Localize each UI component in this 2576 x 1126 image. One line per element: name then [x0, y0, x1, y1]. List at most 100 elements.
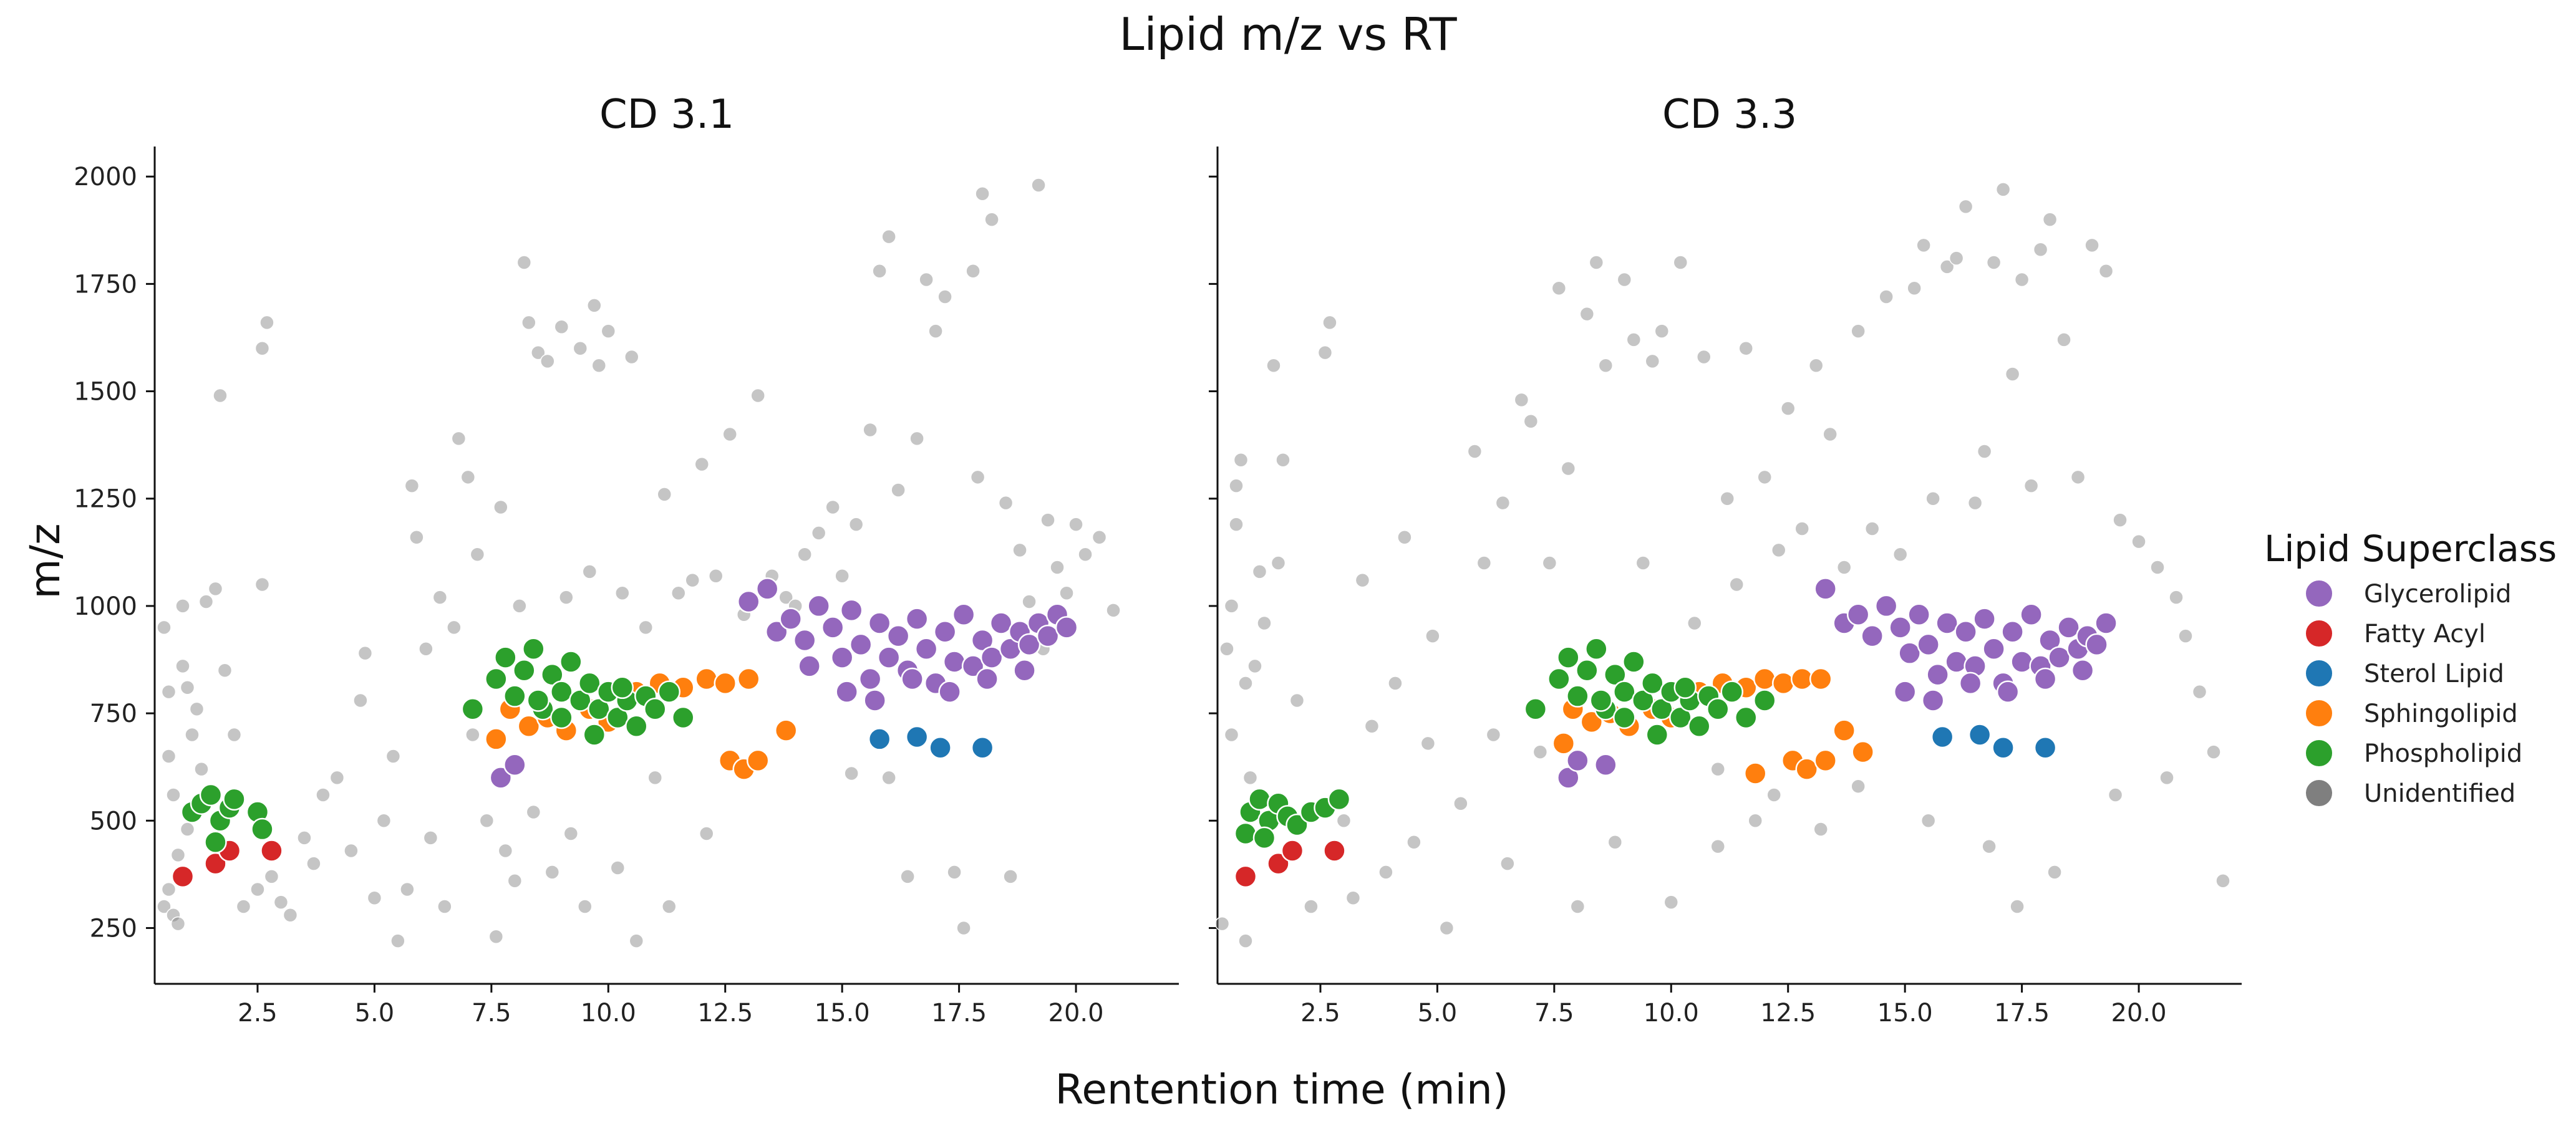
data-point	[578, 671, 601, 695]
data-point	[1566, 685, 1589, 708]
data-point	[1224, 599, 1239, 614]
data-point	[1879, 289, 1894, 304]
x-tick-label: 10.0	[581, 999, 636, 1027]
data-point	[516, 255, 532, 270]
data-point	[1673, 676, 1697, 700]
data-point	[952, 603, 976, 626]
data-point	[1055, 616, 1078, 639]
series-fatty-acyl	[1234, 839, 1346, 888]
panel-2: CD 3.3 2.5 5.0 7.5 10.0 12.5 15.0 17.5 20.0	[1209, 92, 2242, 1027]
data-point	[714, 671, 737, 695]
data-point	[2094, 612, 2118, 635]
data-point	[2010, 650, 2033, 673]
panel-title: CD 3.3	[1662, 92, 1797, 138]
data-point	[559, 590, 574, 605]
data-point	[1663, 895, 1679, 910]
data-point	[615, 585, 630, 601]
x-tick-label: 5.0	[355, 999, 395, 1027]
data-point	[526, 689, 550, 712]
data-point	[583, 723, 606, 746]
data-point	[479, 813, 495, 829]
data-point	[1286, 813, 1309, 837]
data-point	[353, 693, 368, 708]
data-point	[1687, 615, 1702, 631]
data-point	[1780, 401, 1796, 416]
data-point	[559, 650, 583, 673]
data-point	[1613, 680, 1636, 703]
data-point	[161, 684, 177, 700]
data-point	[779, 607, 802, 630]
data-point	[250, 882, 265, 897]
data-point	[273, 895, 289, 910]
data-point	[2159, 770, 2174, 786]
data-point	[1304, 899, 1319, 914]
data-point	[1012, 542, 1027, 558]
series-sterol-lipid	[1930, 723, 2057, 759]
data-point	[1557, 766, 1580, 789]
data-point	[1378, 865, 1393, 880]
legend-item: Glycerolipid	[2305, 579, 2512, 609]
data-point	[971, 736, 994, 759]
data-point	[807, 594, 830, 618]
data-point	[1092, 529, 1107, 545]
x-tick-label: 5.0	[1418, 999, 1458, 1027]
x-tick-label: 20.0	[1048, 999, 1104, 1027]
data-point	[1958, 199, 1973, 214]
data-point	[485, 728, 508, 751]
data-point	[485, 667, 508, 691]
data-point	[432, 590, 448, 605]
data-point	[1570, 899, 1586, 914]
data-point	[1930, 725, 1954, 749]
x-tick-label: 2.5	[1300, 999, 1340, 1027]
data-point	[929, 736, 952, 759]
data-point	[1425, 628, 1440, 643]
data-point	[541, 663, 564, 686]
data-point	[942, 650, 966, 673]
data-point	[1476, 556, 1492, 570]
data-point	[208, 581, 223, 597]
data-point	[750, 388, 765, 403]
data-point	[1995, 182, 2011, 197]
data-point	[877, 646, 901, 669]
legend-label: Unidentified	[2364, 779, 2515, 808]
data-point	[1861, 624, 1884, 648]
data-point	[493, 499, 508, 515]
data-point	[2042, 212, 2058, 227]
data-point	[695, 667, 718, 691]
data-point	[1917, 633, 1940, 657]
data-point	[2071, 658, 2094, 682]
data-point	[2005, 367, 2020, 382]
data-point	[2033, 667, 2057, 691]
data-point	[588, 697, 611, 721]
data-point	[947, 865, 962, 880]
data-point	[1729, 577, 1744, 592]
data-point	[170, 847, 186, 863]
data-point	[629, 933, 644, 948]
data-point	[166, 787, 181, 802]
data-point	[189, 701, 205, 716]
data-point	[1523, 414, 1539, 429]
data-point	[2098, 263, 2114, 279]
data-point	[1794, 521, 1809, 536]
series-unidentified	[1214, 182, 2230, 948]
series-glycerolipid	[489, 577, 1078, 789]
panels-group: CD 3.1 2.5 5.0 7.5 10.0 12.5 15.0 17.5 20.0 250 50…	[74, 92, 2242, 1027]
data-point	[1407, 834, 1421, 850]
data-point	[582, 564, 598, 579]
data-point	[661, 899, 677, 914]
data-point	[2085, 238, 2099, 253]
data-point	[1040, 512, 1055, 527]
data-point	[2033, 242, 2048, 257]
data-point	[1234, 865, 1257, 888]
data-point	[161, 749, 177, 764]
data-point	[938, 680, 961, 703]
series-fatty-acyl	[171, 839, 283, 888]
data-point	[1576, 658, 1599, 682]
data-point	[2169, 590, 2184, 605]
data-point	[1771, 671, 1795, 695]
data-point	[956, 920, 971, 936]
data-point	[194, 761, 209, 777]
data-point	[1252, 826, 1276, 850]
legend-label: Sterol Lipid	[2364, 660, 2504, 688]
data-point	[1238, 676, 1253, 691]
